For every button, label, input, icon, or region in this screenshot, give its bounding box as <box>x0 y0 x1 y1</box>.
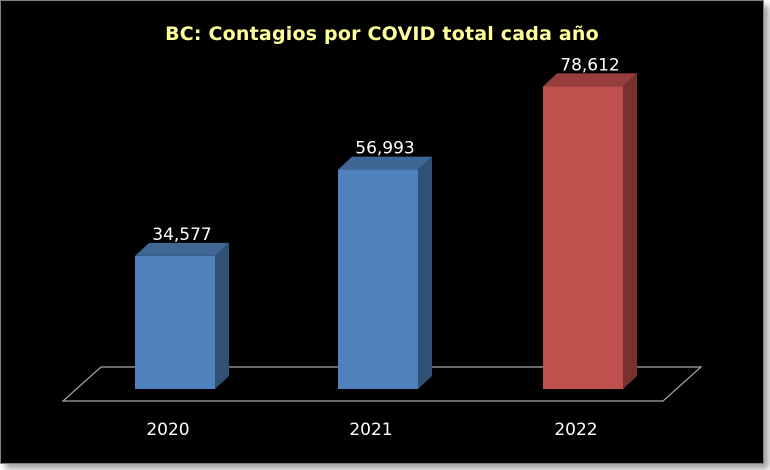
bar-2020 <box>135 255 215 389</box>
bar-top-2022 <box>543 73 637 87</box>
x-tick-label-2021: 2021 <box>349 420 392 440</box>
chart-floor <box>61 366 703 402</box>
bar-side-2022 <box>623 73 637 389</box>
bar-top-2020 <box>135 242 229 256</box>
chart-plot: 34,577 2020 56,993 2021 78,612 2022 <box>61 55 703 440</box>
x-tick-label-2020: 2020 <box>146 420 189 440</box>
chart-title: BC: Contagios por COVID total cada año <box>165 23 599 45</box>
x-tick-label-2022: 2022 <box>554 420 597 440</box>
bar-2022 <box>543 86 623 389</box>
bar-side-2021 <box>418 156 432 389</box>
bar-top-2021 <box>338 156 432 170</box>
chart-frame: BC: Contagios por COVID total cada año 3… <box>0 0 764 464</box>
bar-2021 <box>338 169 418 389</box>
data-label-2022: 78,612 <box>560 55 619 75</box>
bar-side-2020 <box>215 242 229 389</box>
data-label-2021: 56,993 <box>355 139 414 159</box>
data-label-2020: 34,577 <box>152 225 211 245</box>
